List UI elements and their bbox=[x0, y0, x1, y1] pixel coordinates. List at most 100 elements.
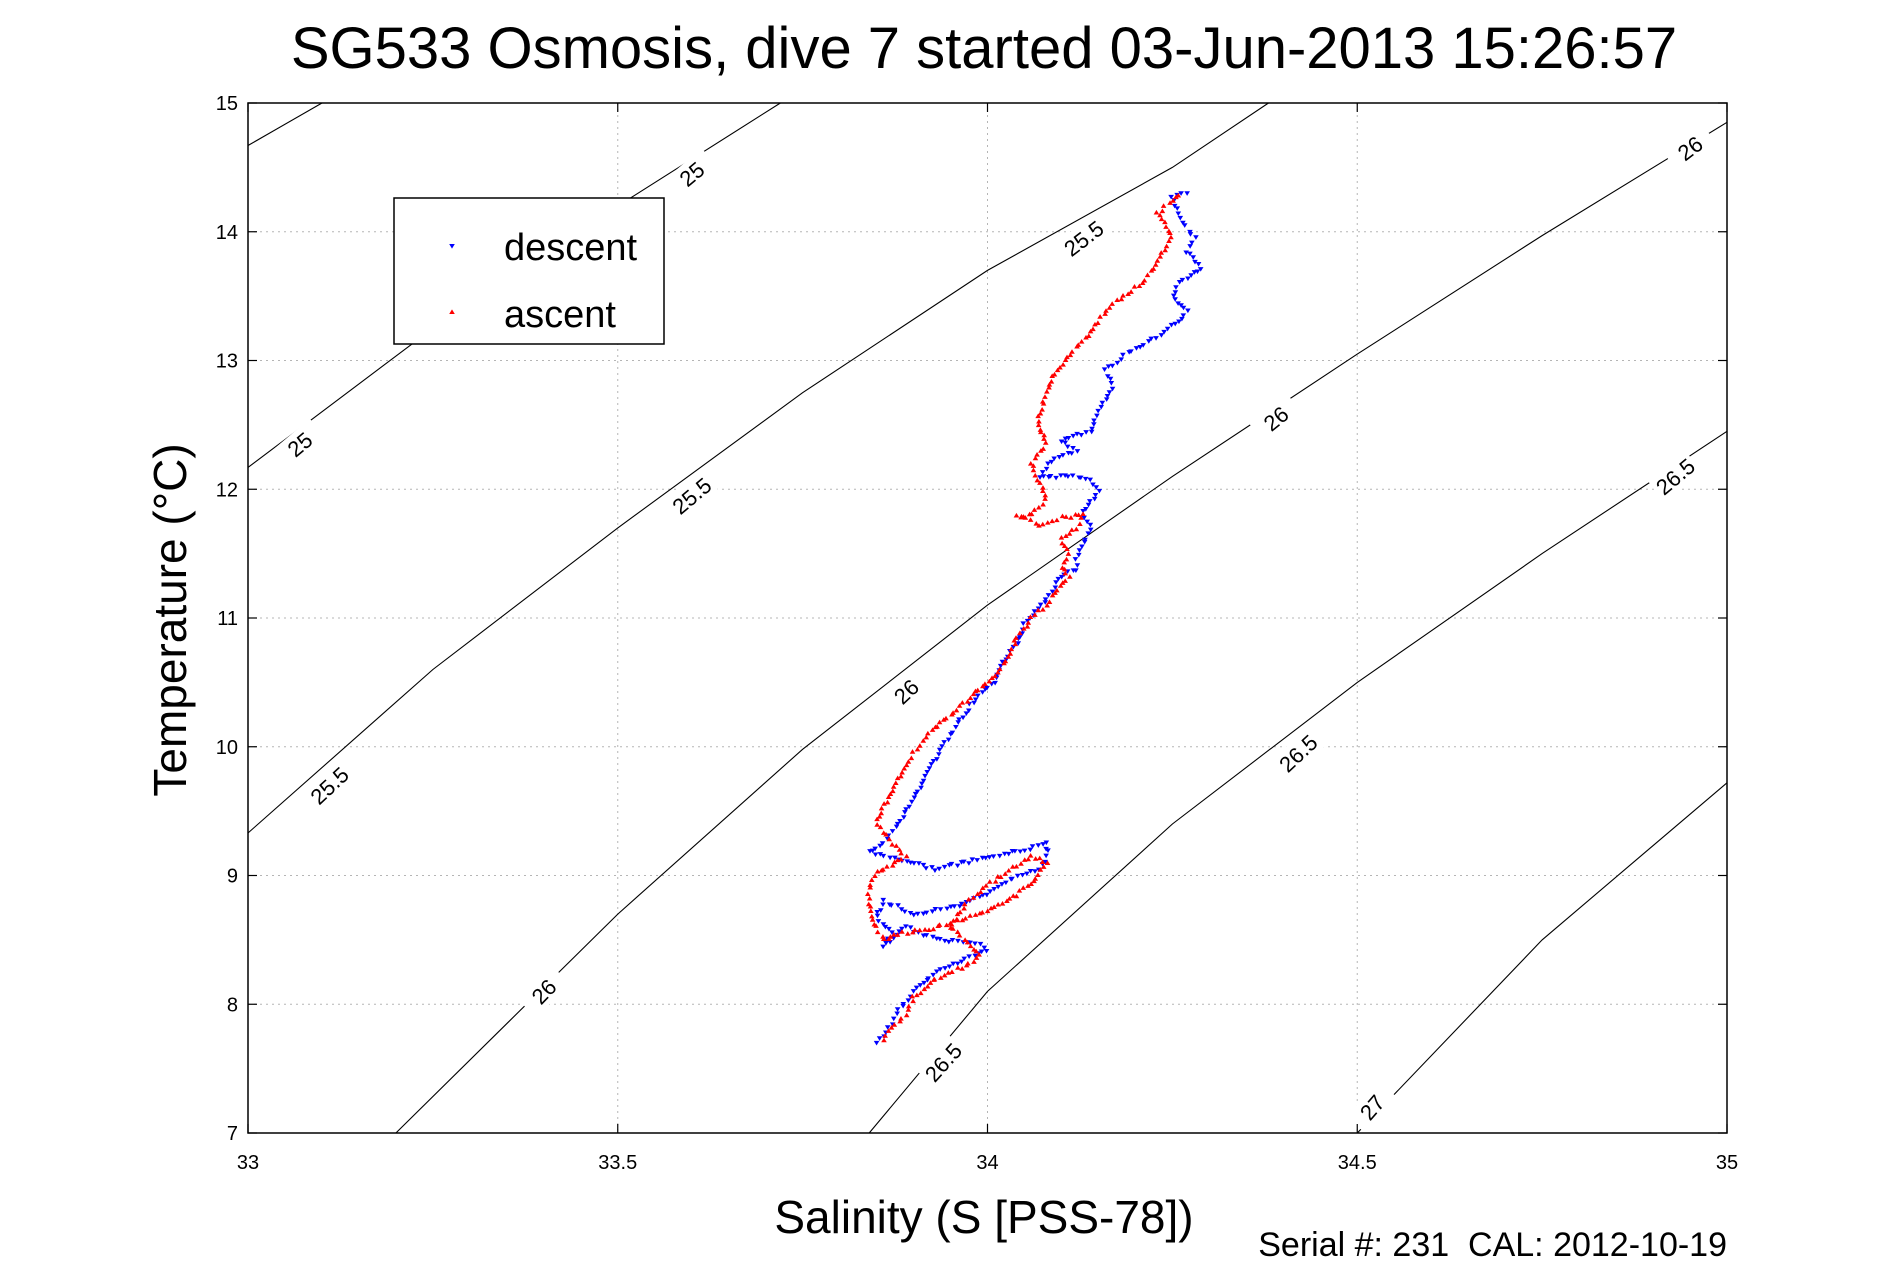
ascent-point bbox=[1062, 357, 1069, 362]
ascent-point bbox=[1120, 293, 1126, 298]
ascent-point bbox=[962, 937, 968, 942]
ascent-point bbox=[999, 901, 1006, 906]
ascent-point bbox=[898, 1015, 904, 1021]
descent-point bbox=[958, 901, 965, 907]
descent-point bbox=[930, 972, 936, 978]
descent-point bbox=[873, 1040, 880, 1046]
ascent-point bbox=[1046, 384, 1052, 390]
descent-point bbox=[1180, 313, 1187, 318]
descent-point bbox=[1047, 473, 1054, 479]
ascent-point bbox=[984, 908, 991, 914]
contour-label-gap bbox=[664, 470, 719, 522]
descent-point bbox=[886, 926, 892, 932]
descent-point bbox=[1048, 459, 1055, 465]
ascent-point bbox=[1063, 556, 1070, 562]
descent-point bbox=[1185, 276, 1191, 282]
descent-point bbox=[880, 944, 886, 950]
descent-point bbox=[995, 884, 1001, 890]
ascent-point bbox=[903, 853, 910, 859]
ascent-point bbox=[977, 889, 984, 895]
ascent-point bbox=[867, 884, 874, 890]
descent-point bbox=[1024, 871, 1030, 877]
descent-point bbox=[880, 922, 887, 927]
descent-point bbox=[1045, 461, 1051, 467]
ascent-point bbox=[914, 746, 921, 752]
descent-point bbox=[918, 785, 924, 791]
ascent-point bbox=[1128, 289, 1134, 294]
ascent-point bbox=[1168, 234, 1174, 240]
series-ascent bbox=[865, 192, 1182, 1043]
ascent-point bbox=[884, 864, 890, 869]
ascent-point bbox=[925, 730, 931, 736]
ascent-point bbox=[891, 859, 898, 865]
ascent-point bbox=[1041, 436, 1047, 441]
descent-point bbox=[996, 853, 1003, 859]
ascent-point bbox=[950, 918, 957, 923]
descent-point bbox=[1164, 326, 1171, 332]
ascent-point bbox=[905, 1007, 912, 1012]
ascent-point bbox=[1170, 198, 1176, 203]
descent-point bbox=[1081, 515, 1087, 521]
ascent-point bbox=[1103, 308, 1109, 313]
descent-point bbox=[1168, 194, 1174, 200]
ascent-point bbox=[1148, 267, 1155, 273]
ascent-point bbox=[918, 990, 924, 996]
descent-point bbox=[930, 934, 936, 940]
contour-label-gap bbox=[517, 965, 570, 1018]
ascent-point bbox=[965, 896, 972, 902]
ascent-point bbox=[1040, 501, 1046, 507]
ascent-point bbox=[903, 1012, 910, 1018]
descent-point bbox=[1079, 544, 1085, 550]
descent-point bbox=[922, 773, 928, 779]
descent-point bbox=[949, 937, 956, 943]
descent-point bbox=[1189, 240, 1195, 246]
contour-label-gap bbox=[1249, 393, 1303, 444]
contour-line-27 bbox=[1356, 782, 1728, 1134]
ascent-point bbox=[950, 926, 956, 931]
ascent-point bbox=[953, 707, 960, 713]
descent-point bbox=[1045, 593, 1052, 598]
ascent-point bbox=[967, 695, 974, 701]
descent-point bbox=[1179, 316, 1185, 322]
descent-point bbox=[1017, 849, 1024, 855]
ascent-point bbox=[945, 970, 952, 975]
descent-point bbox=[880, 897, 887, 903]
y-tick-label: 8 bbox=[227, 994, 238, 1016]
descent-point bbox=[1178, 191, 1184, 196]
descent-point bbox=[1180, 305, 1187, 311]
ascent-point bbox=[890, 784, 897, 789]
descent-point bbox=[930, 759, 937, 764]
descent-point bbox=[1086, 499, 1093, 504]
ascent-point bbox=[980, 683, 986, 689]
descent-point bbox=[894, 1011, 900, 1017]
ascent-point bbox=[1032, 472, 1039, 478]
ascent-point bbox=[1158, 250, 1165, 255]
ascent-point bbox=[914, 992, 920, 998]
descent-point bbox=[902, 810, 908, 815]
ascent-point bbox=[1173, 194, 1179, 200]
descent-point bbox=[1074, 563, 1081, 568]
y-tick-label: 11 bbox=[217, 608, 238, 630]
contour-line-26 bbox=[395, 121, 1728, 1134]
descent-point bbox=[929, 865, 935, 870]
descent-point bbox=[1133, 346, 1140, 351]
descent-point bbox=[944, 906, 950, 912]
ascent-point bbox=[923, 734, 930, 740]
descent-point bbox=[897, 819, 903, 824]
descent-point bbox=[1032, 869, 1038, 874]
ascent-point bbox=[1016, 888, 1023, 893]
ascent-point bbox=[988, 905, 994, 911]
descent-point bbox=[880, 853, 887, 859]
ascent-point bbox=[1037, 867, 1044, 872]
x-tick-label: 34.5 bbox=[1338, 1152, 1377, 1174]
ascent-point bbox=[924, 983, 931, 989]
descent-point bbox=[972, 941, 978, 947]
ascent-point bbox=[886, 836, 893, 842]
ascent-point bbox=[1044, 860, 1051, 866]
descent-point bbox=[1104, 374, 1111, 379]
ascent-point bbox=[953, 916, 960, 922]
descent-point bbox=[889, 829, 896, 834]
x-tick-label: 34 bbox=[976, 1152, 998, 1174]
ascent-point bbox=[912, 927, 918, 932]
descent-point bbox=[924, 978, 931, 983]
